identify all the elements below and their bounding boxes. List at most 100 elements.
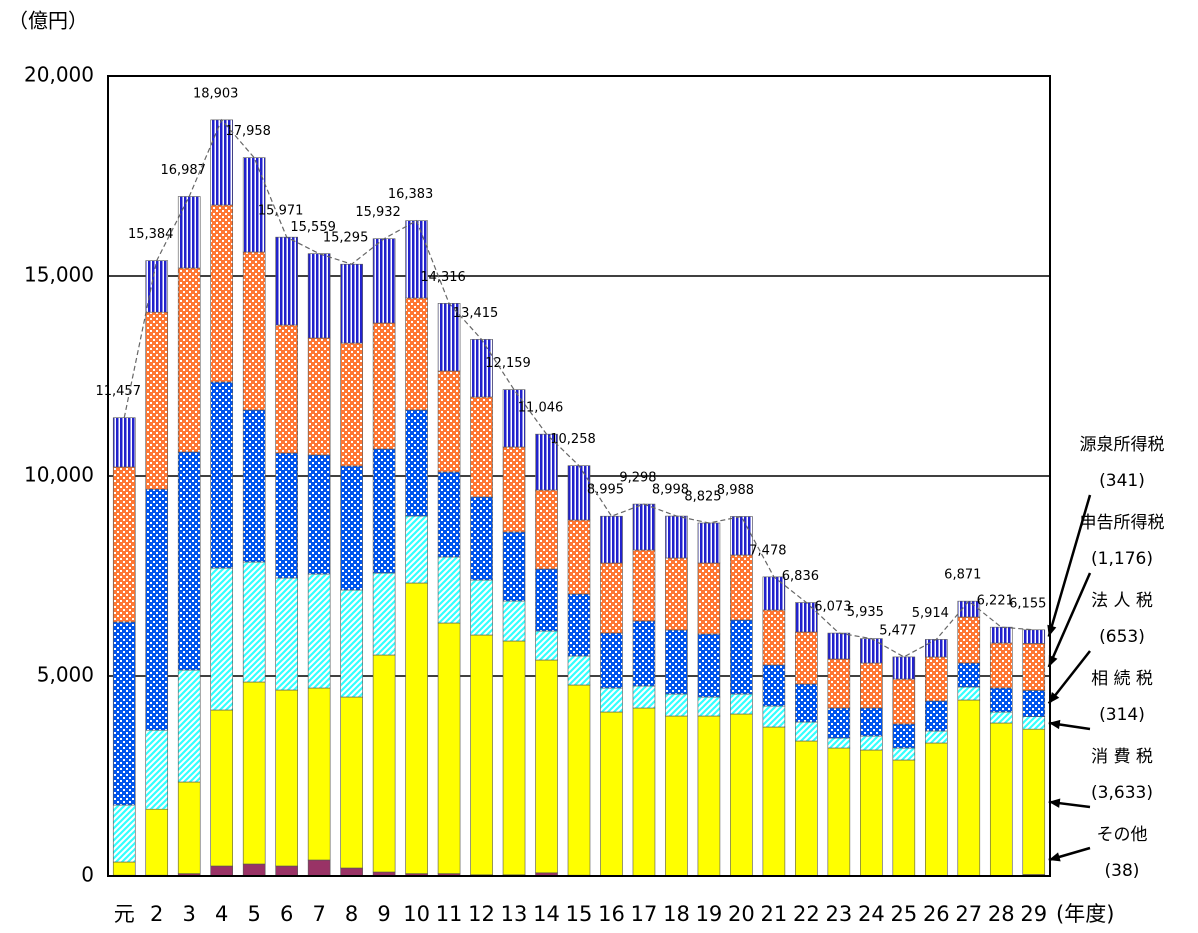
- total-label: 15,932: [355, 205, 401, 220]
- bar-segment: [275, 236, 298, 326]
- total-label: 6,221: [977, 594, 1014, 609]
- bar-segment: [242, 561, 266, 683]
- arrow-head: [1048, 798, 1061, 808]
- bar-segment: [827, 747, 851, 876]
- bar-segment: [730, 713, 753, 876]
- bar-segment: [762, 609, 786, 666]
- bar-segment: [210, 381, 233, 569]
- bar-segment: [307, 337, 331, 456]
- bar-segment: [665, 515, 688, 559]
- total-label: 9,298: [619, 471, 656, 486]
- bar-segment: [242, 863, 266, 877]
- bar-segment: [957, 662, 981, 688]
- bar-segment: [405, 409, 428, 517]
- bar-segment: [925, 742, 948, 876]
- x-tick-label: 22: [793, 902, 820, 926]
- bar-segment: [177, 781, 201, 874]
- bar-segment: [957, 686, 981, 701]
- arrow-head: [1048, 691, 1060, 704]
- x-tick-label: 27: [955, 902, 982, 926]
- bar-segment: [892, 656, 916, 680]
- legend-value: (341): [1099, 471, 1145, 491]
- arrow-head: [1048, 719, 1061, 730]
- bar-segment: [632, 685, 656, 709]
- legend-arrow: [1047, 494, 1092, 637]
- legend-arrow: [1047, 572, 1092, 668]
- bar-segment: [437, 471, 461, 558]
- total-line: [123, 118, 1034, 658]
- bar-segment: [632, 549, 656, 622]
- x-tick-label: 8: [345, 902, 358, 926]
- y-tick-label: 0: [81, 863, 94, 887]
- bar-segment: [795, 683, 818, 723]
- bar-segment: [600, 515, 623, 564]
- bar-segment: [567, 684, 591, 876]
- x-tick-label: 24: [858, 902, 885, 926]
- total-label: 17,958: [225, 124, 271, 139]
- bar-segment: [470, 396, 493, 498]
- total-label: 10,258: [550, 432, 596, 447]
- bar-segment: [177, 267, 201, 453]
- x-tick-label: 29: [1020, 902, 1047, 926]
- x-tick-label: 4: [215, 902, 228, 926]
- bar-segment: [470, 496, 493, 581]
- total-label: 15,384: [128, 227, 174, 242]
- bar-segment: [632, 620, 656, 687]
- total-label: 13,415: [453, 306, 499, 321]
- legend-name: 申告所得税: [1080, 513, 1165, 533]
- x-tick-label: 14: [533, 902, 560, 926]
- x-tick-label: 10: [403, 902, 430, 926]
- total-label: 14,316: [420, 270, 466, 285]
- y-tick-label: 20,000: [24, 63, 94, 87]
- bar-segment: [275, 577, 298, 691]
- bar-segment: [405, 297, 428, 411]
- bar-segment: [1022, 716, 1046, 730]
- x-tick-label: 3: [183, 902, 196, 926]
- x-tick-label: 19: [696, 902, 723, 926]
- legend-name: 相 続 税: [1091, 669, 1153, 689]
- bar-segment: [827, 737, 851, 749]
- bar-segment: [242, 681, 266, 865]
- bar-segment: [665, 693, 688, 717]
- bar-segment: [535, 659, 558, 874]
- bar-segment: [242, 251, 266, 411]
- bar-segment: [307, 859, 331, 877]
- legend-value: (653): [1099, 627, 1145, 647]
- bar-segment: [892, 759, 916, 876]
- bar-segment: [145, 488, 169, 731]
- bar-segment: [697, 522, 721, 564]
- bar-segment: [112, 466, 136, 623]
- bar-segment: [470, 634, 493, 876]
- x-tick-label: 17: [631, 902, 658, 926]
- arrow-head: [1047, 624, 1057, 637]
- total-label: 12,159: [485, 356, 531, 371]
- x-tick-label: 28: [988, 902, 1015, 926]
- y-tick-label: 10,000: [24, 463, 94, 487]
- bar-segment: [502, 531, 526, 602]
- bar-segment: [372, 238, 396, 324]
- total-label: 11,046: [518, 401, 564, 416]
- bar-segment: [340, 465, 363, 591]
- x-axis-label: (年度): [1056, 902, 1114, 926]
- total-label: 6,073: [814, 600, 851, 615]
- bar-segment: [762, 726, 786, 876]
- bar-segment: [567, 655, 591, 686]
- bar-segment: [307, 454, 331, 575]
- bar-segment: [892, 678, 916, 725]
- total-label: 6,155: [1009, 596, 1046, 611]
- bar-segment: [989, 711, 1013, 724]
- x-tick-label: 元: [114, 902, 135, 926]
- x-tick-label: 7: [312, 902, 325, 926]
- bar-segment: [795, 631, 818, 685]
- bar-segment: [437, 622, 461, 874]
- bar-segment: [600, 632, 623, 689]
- legend-name: 源泉所得税: [1080, 435, 1165, 455]
- bar-segment: [762, 664, 786, 707]
- bar-segment: [112, 621, 136, 806]
- legend-name: 消 費 税: [1091, 747, 1153, 767]
- x-tick-label: 2: [150, 902, 163, 926]
- bar-segment: [437, 370, 461, 473]
- x-tick-label: 11: [436, 902, 463, 926]
- total-label: 6,871: [944, 568, 981, 583]
- bar-segment: [307, 687, 331, 861]
